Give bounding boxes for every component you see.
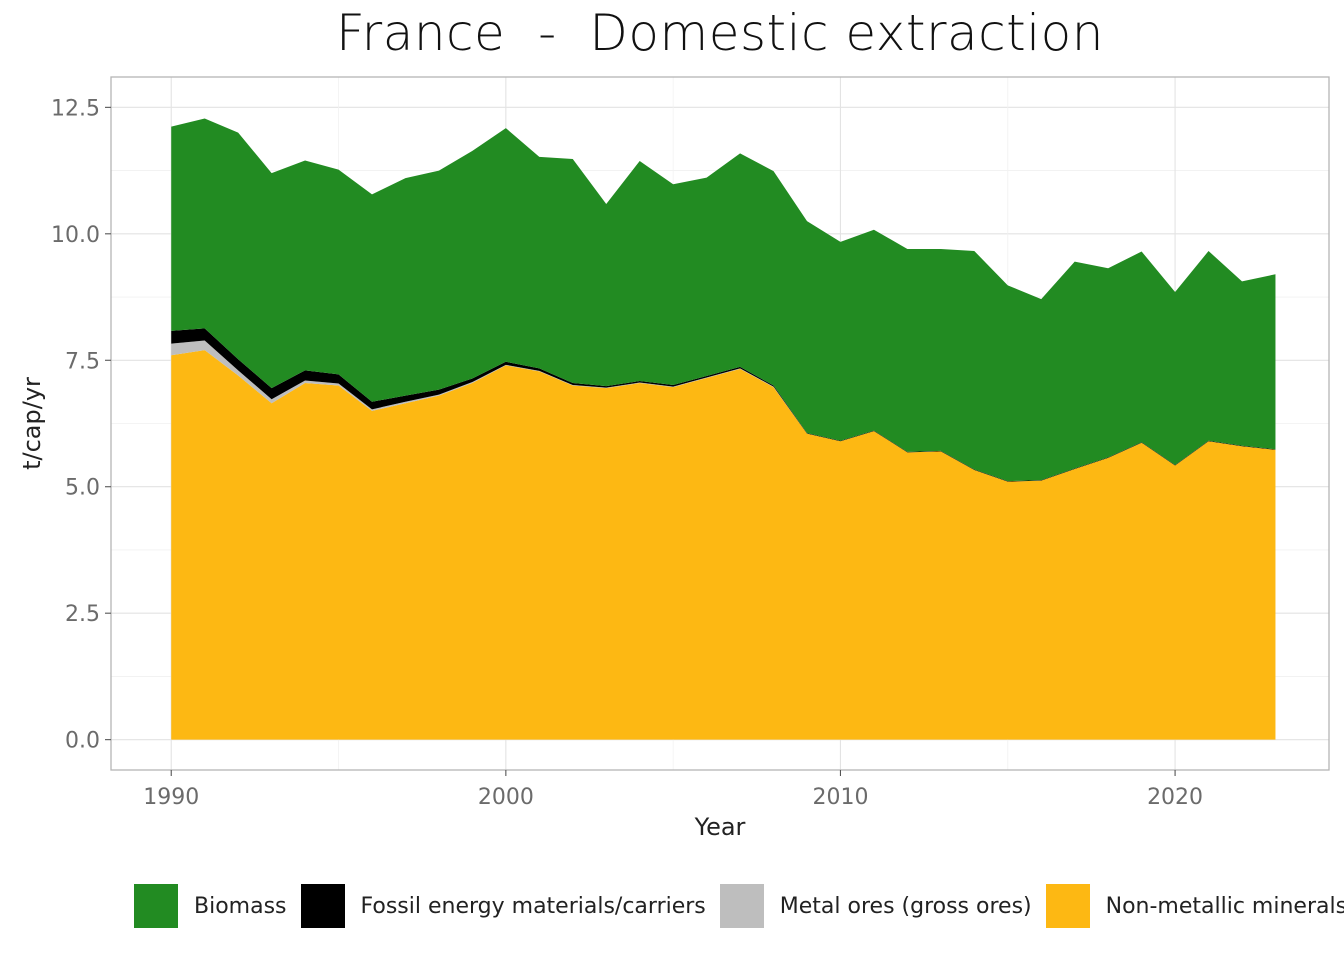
y-tick-label: 10.0 (51, 223, 100, 248)
legend-item-metal-ores-gross-ores: Metal ores (gross ores) (719, 884, 1032, 928)
legend-item-non-metallic-minerals: Non-metallic minerals (1045, 884, 1344, 928)
legend-swatch (134, 884, 178, 928)
legend-item-fossil-energy-materials-carriers: Fossil energy materials/carriers (300, 884, 706, 928)
area-layers (171, 118, 1276, 740)
y-tick-label: 7.5 (65, 349, 100, 374)
y-tick-label: 2.5 (65, 602, 100, 627)
y-tick-label: 12.5 (51, 96, 100, 121)
x-axis-ticks: 1990 2000 2010 2020 (143, 770, 1203, 810)
chart-title: France - Domestic extraction (336, 4, 1104, 62)
area-non-metallic-minerals (171, 350, 1276, 740)
legend-swatch (300, 884, 345, 928)
legend-swatch (719, 884, 764, 928)
y-axis-title: t/cap/yr (18, 377, 46, 470)
panel-border (110, 76, 1330, 771)
y-tick-label: 0.0 (65, 729, 100, 754)
x-tick-label: 2020 (1147, 785, 1203, 810)
x-tick-label: 1990 (143, 785, 199, 810)
legend-label: Non-metallic minerals (1105, 893, 1344, 919)
x-tick-label: 2010 (812, 785, 868, 810)
legend-label: Biomass (194, 893, 287, 919)
x-tick-label: 2000 (478, 785, 534, 810)
legend-swatch (1045, 884, 1090, 928)
legend-item-biomass: Biomass (134, 884, 287, 928)
y-axis-ticks: 0.0 2.5 5.0 7.5 10.0 12.5 (51, 96, 111, 754)
chart-legend: Biomass Fossil energy materials/carriers M… (134, 884, 1344, 928)
legend-label: Fossil energy materials/carriers (360, 893, 706, 919)
chart-plot: 0.0 2.5 5.0 7.5 10.0 12.5 1990 2000 2010 2020 Ye… (18, 76, 1330, 841)
y-tick-label: 5.0 (65, 476, 100, 501)
x-axis-title: Year (694, 813, 746, 841)
legend-label: Metal ores (gross ores) (779, 893, 1032, 919)
area-biomass (171, 118, 1276, 482)
